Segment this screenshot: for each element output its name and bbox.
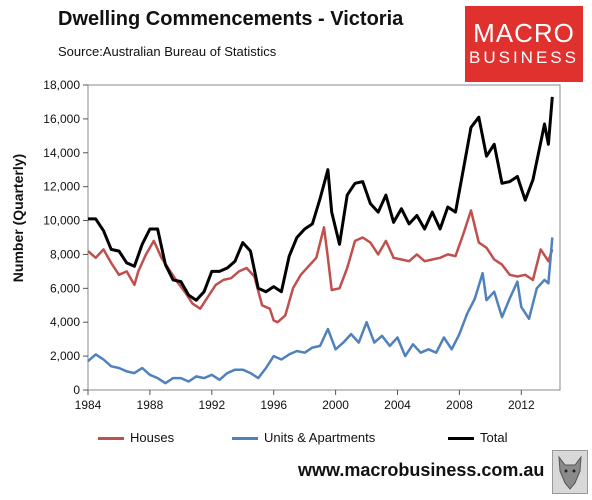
y-tick-label: 12,000 [43,180,80,194]
legend-label: Units & Apartments [264,430,376,445]
legend-label: Houses [130,430,175,445]
y-tick-label: 14,000 [43,146,80,160]
series-line-houses [87,209,554,324]
y-tick-label: 16,000 [43,112,80,126]
chart-source: Source:Australian Bureau of Statistics [58,44,277,59]
legend-swatch [98,437,124,441]
x-tick-label: 2012 [508,398,535,412]
legend-swatch [232,437,258,441]
series-line-total [88,96,554,302]
y-tick-label: 4,000 [50,315,80,329]
x-tick-label: 1988 [137,398,164,412]
legend-item-houses: Houses [98,430,174,445]
legend-label: Total [480,430,508,445]
y-tick-label: 2,000 [50,349,80,363]
x-tick-label: 1996 [260,398,287,412]
legend-swatch [448,437,474,441]
x-tick-label: 2004 [384,398,411,412]
legend-item-units-apartments: Units & Apartments [232,430,375,445]
x-tick-label: 1984 [75,398,102,412]
legend-item-total: Total [448,430,507,445]
macrobusiness-logo: MACRO BUSINESS [465,6,583,82]
y-tick-label: 6,000 [50,281,80,295]
website-url: www.macrobusiness.com.au [298,460,545,480]
logo-line-2: BUSINESS [469,48,579,67]
chart-legend: Houses Units & Apartments Total [0,430,592,450]
chart-title: Dwelling Commencements - Victoria [58,8,404,30]
x-tick-label: 2000 [322,398,349,412]
logo-line-1: MACRO [473,18,575,48]
line-chart: 0 2,000 4,000 6,000 8,000 10,000 12,000 14,000 1… [43,78,561,412]
x-tick-label: 2008 [446,398,473,412]
y-tick-label: 18,000 [43,78,80,92]
wolf-logo-icon [552,450,588,494]
series-line-units-apartments [87,237,554,385]
x-tick-label: 1992 [198,398,225,412]
y-tick-label: 0 [73,383,80,397]
y-tick-label: 8,000 [50,247,80,261]
y-tick-label: 10,000 [43,214,80,228]
plot-area [87,84,561,391]
